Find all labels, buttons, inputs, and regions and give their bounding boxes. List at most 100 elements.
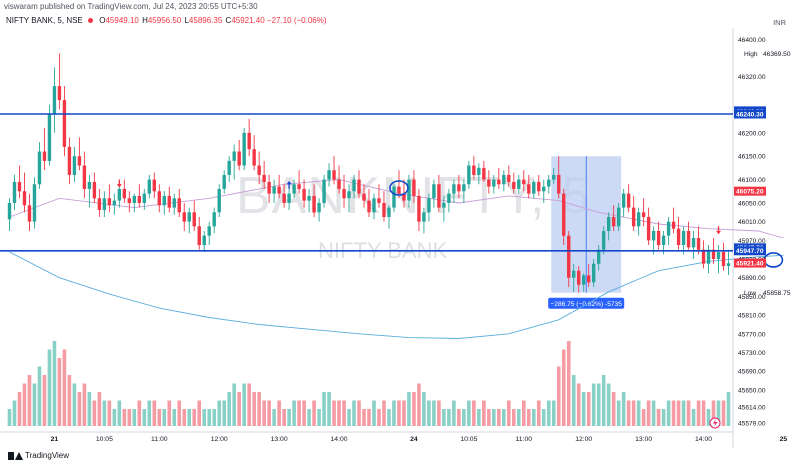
volume-bar (292, 400, 296, 426)
price-tick-label: 45579.00 (738, 421, 766, 428)
price-tick-label: 45614.00 (738, 404, 766, 411)
candle-body (586, 275, 591, 283)
candle-body (562, 193, 566, 236)
volume-bar (187, 409, 192, 426)
candle-body (606, 216, 611, 231)
flash-badge-icon (709, 417, 721, 429)
volume-bar (247, 383, 251, 426)
volume-bar (437, 400, 441, 426)
candle (112, 193, 117, 215)
volume-bar (492, 409, 496, 426)
candle (132, 193, 137, 213)
candle (611, 205, 616, 231)
candle (512, 172, 516, 194)
volume-bar (487, 409, 491, 426)
currency-label[interactable]: INR (773, 18, 786, 27)
candle (567, 231, 571, 288)
candle (127, 191, 132, 213)
candle (322, 174, 326, 208)
candle (387, 205, 391, 229)
candle-body (27, 205, 32, 222)
candle-body (377, 198, 381, 203)
candle-body (417, 195, 421, 222)
candle-body (72, 156, 77, 175)
volume-bar (342, 400, 346, 426)
volume-bar (457, 409, 461, 426)
volume-bar (392, 400, 396, 426)
volume-bar (541, 409, 546, 426)
volume-bar (521, 400, 526, 426)
volume-bar (367, 409, 371, 426)
volume-bar (571, 375, 576, 426)
volume-bar (631, 400, 636, 426)
candle (447, 188, 451, 213)
candle (691, 231, 696, 260)
volume-bar (137, 400, 142, 426)
candle-body (117, 188, 122, 201)
price-tick-label: 46320.00 (738, 74, 766, 81)
highlight-ellipse (763, 252, 784, 268)
volume-bar (267, 400, 271, 426)
candle (547, 174, 551, 194)
candle-body (711, 249, 716, 260)
candle-body (502, 174, 506, 185)
candle (47, 104, 52, 166)
candle-body (192, 212, 196, 227)
volume-bar (726, 392, 731, 426)
time-tick-label: 14:00 (331, 436, 348, 443)
candle-body (646, 216, 651, 241)
candle (367, 188, 371, 217)
price-tag-label: 46240.30 (736, 111, 764, 118)
price-tag (734, 109, 766, 119)
market-status-dot (88, 18, 93, 23)
candle-body (212, 212, 216, 227)
candle-body (152, 179, 156, 192)
candle (337, 165, 341, 194)
candle (27, 193, 32, 231)
candle (252, 135, 256, 171)
candle (102, 191, 107, 217)
candle (427, 193, 431, 222)
volume-bar (87, 392, 92, 426)
candle (636, 207, 641, 236)
candle-body (636, 212, 641, 227)
candle-body (77, 156, 82, 166)
candle-body (626, 193, 631, 208)
volume-bar (671, 400, 676, 426)
candle (247, 118, 251, 157)
candle (552, 167, 556, 185)
ma-slow-line (9, 251, 784, 339)
candle-body (512, 181, 516, 189)
candle (357, 170, 361, 199)
symbol-title[interactable]: NIFTY BANK, 5, NSE (6, 16, 83, 25)
candle-body (242, 132, 246, 166)
candle (626, 184, 631, 213)
price-tick-label: 45890.00 (738, 275, 766, 282)
candle-body (601, 231, 606, 250)
candle-body (372, 198, 376, 213)
volume-bar (387, 409, 391, 426)
candle (192, 200, 196, 231)
candle (472, 156, 476, 180)
candle (262, 160, 266, 189)
volume-bar (82, 383, 87, 426)
candle-body (87, 181, 92, 189)
candle (372, 193, 376, 220)
candle-body (641, 212, 646, 217)
candle-body (387, 207, 391, 217)
volume-bar (606, 383, 611, 426)
volume-bar (357, 400, 361, 426)
volume-bar (52, 341, 57, 426)
candle-body (322, 179, 326, 203)
candle (7, 198, 12, 231)
candle-body (62, 100, 67, 147)
candle-body (122, 188, 127, 199)
volume-bar (77, 392, 82, 426)
candle-body (182, 212, 186, 222)
candle (686, 221, 691, 250)
candle (212, 207, 216, 234)
candle (17, 165, 22, 199)
candle-body (142, 193, 147, 203)
candle (591, 259, 596, 288)
